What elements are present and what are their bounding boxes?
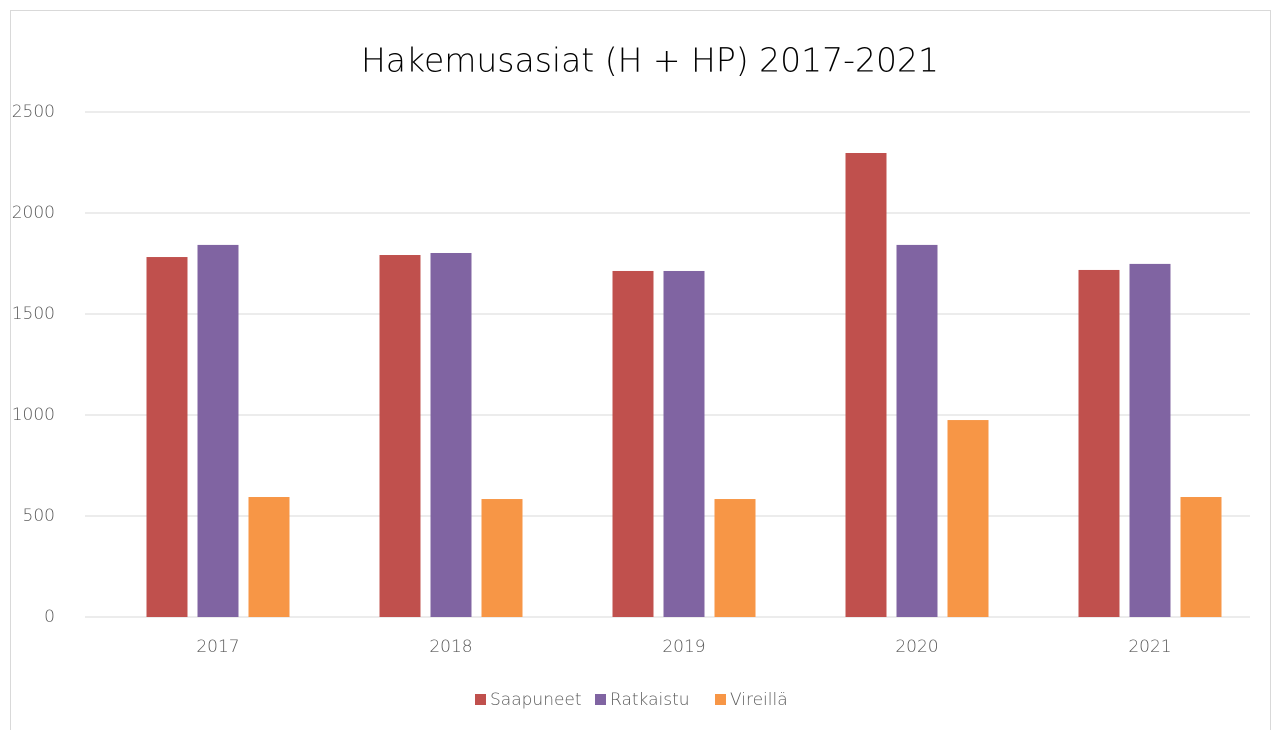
y-tick-label: 1500 xyxy=(12,304,55,324)
y-tick-label: 500 xyxy=(23,506,55,526)
bar xyxy=(663,270,705,617)
bar xyxy=(430,252,472,617)
bar xyxy=(379,255,421,618)
bar xyxy=(146,257,188,617)
bar xyxy=(481,499,523,617)
legend-swatch xyxy=(595,694,606,705)
legend-label: Ratkaistu xyxy=(610,690,690,710)
x-tick-label: 2017 xyxy=(196,637,239,657)
bar xyxy=(1129,263,1171,617)
y-tick-label: 2000 xyxy=(12,203,55,223)
legend-label: Vireillä xyxy=(730,690,788,710)
y-tick-label: 2500 xyxy=(12,102,55,122)
bar xyxy=(714,499,756,617)
bar xyxy=(1180,497,1222,617)
x-tick-label: 2021 xyxy=(1128,637,1171,657)
bar xyxy=(845,153,887,618)
x-tick-label: 2018 xyxy=(429,637,472,657)
x-tick-label: 2020 xyxy=(895,637,938,657)
bar xyxy=(197,244,239,617)
legend-label: Saapuneet xyxy=(490,690,582,710)
y-tick-label: 0 xyxy=(44,607,55,627)
legend-swatch xyxy=(715,694,726,705)
bar xyxy=(612,270,654,617)
bar xyxy=(896,244,938,617)
bar xyxy=(947,420,989,617)
x-tick-label: 2019 xyxy=(662,637,705,657)
chart-title: Hakemusasiat (H + HP) 2017-2021 xyxy=(361,41,939,80)
legend-swatch xyxy=(475,694,486,705)
bar xyxy=(248,497,290,617)
y-tick-label: 1000 xyxy=(12,405,55,425)
bar xyxy=(1078,269,1120,617)
